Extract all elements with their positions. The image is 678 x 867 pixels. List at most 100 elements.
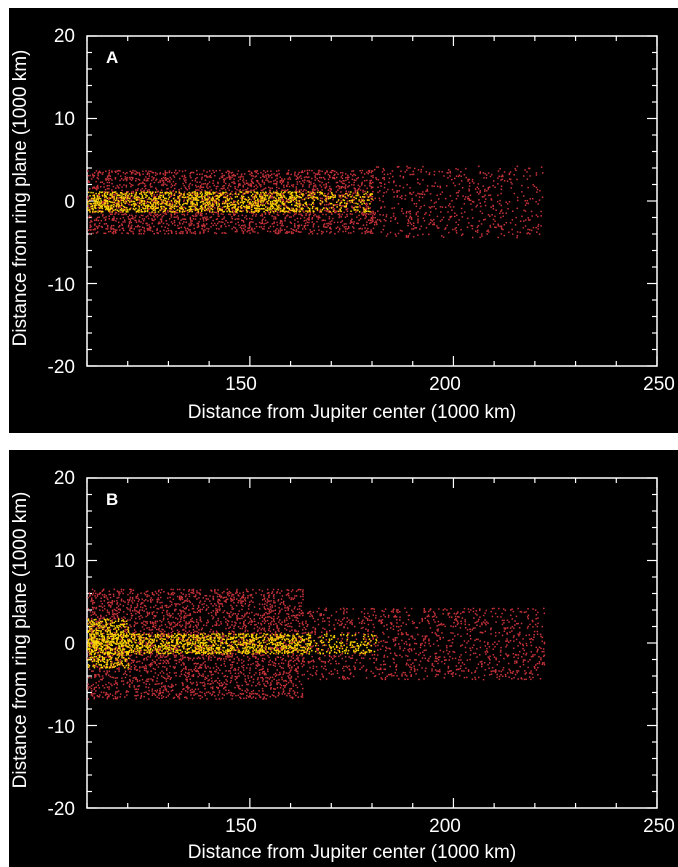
particle-dot xyxy=(192,218,195,220)
particle-dot xyxy=(159,222,161,225)
particle-dot xyxy=(323,207,326,209)
particle-dot xyxy=(119,170,121,172)
particle-dot xyxy=(183,184,185,187)
particle-dot xyxy=(516,196,519,199)
particle-dot xyxy=(246,189,248,191)
particle-dot xyxy=(153,177,155,179)
particle-dot xyxy=(363,202,366,205)
particle-dot xyxy=(134,197,136,200)
particle-dot xyxy=(127,199,129,202)
particle-dot xyxy=(219,189,221,192)
particle-dot xyxy=(283,194,285,197)
particle-dot xyxy=(502,175,504,178)
particle-dot xyxy=(160,218,163,220)
particle-dot xyxy=(183,176,186,178)
particle-dot xyxy=(94,206,96,208)
particle-dot xyxy=(271,215,273,217)
particle-dot xyxy=(116,697,118,700)
particle-dot xyxy=(224,199,227,202)
particle-dot xyxy=(205,218,208,220)
particle-dot xyxy=(270,192,272,195)
particle-dot xyxy=(408,217,411,219)
particle-dot xyxy=(180,187,183,190)
particle-dot xyxy=(174,201,176,203)
particle-dot xyxy=(377,186,379,188)
particle-dot xyxy=(268,199,270,202)
particle-dot xyxy=(492,184,494,187)
particle-dot xyxy=(95,592,97,595)
particle-dot xyxy=(223,210,225,213)
particle-dot xyxy=(126,207,128,209)
particle-dot xyxy=(222,211,224,213)
particle-dot xyxy=(430,199,432,202)
particle-dot xyxy=(119,651,121,653)
particle-dot xyxy=(154,690,156,692)
particle-dot xyxy=(366,203,368,205)
particle-dot xyxy=(156,632,159,634)
particle-dot xyxy=(495,209,497,211)
particle-dot xyxy=(148,177,150,180)
particle-dot xyxy=(159,218,162,220)
particle-dot xyxy=(252,204,254,207)
particle-dot xyxy=(300,196,303,199)
particle-dot xyxy=(343,186,345,189)
particle-dot xyxy=(464,211,466,213)
particle-dot xyxy=(131,217,133,220)
particle-dot xyxy=(273,191,275,193)
particle-dot xyxy=(143,691,146,694)
particle-dot xyxy=(321,201,324,203)
particle-dot xyxy=(143,208,145,210)
particle-dot xyxy=(133,664,136,666)
particle-dot xyxy=(148,613,150,615)
particle-dot xyxy=(109,177,112,180)
particle-dot xyxy=(377,210,379,212)
particle-dot xyxy=(257,207,259,210)
particle-dot xyxy=(233,214,235,216)
particle-dot xyxy=(317,171,320,174)
particle-dot xyxy=(187,193,190,196)
particle-dot xyxy=(436,225,438,227)
particle-dot xyxy=(183,200,185,203)
particle-dot xyxy=(313,193,316,196)
particle-dot xyxy=(149,184,151,186)
particle-dot xyxy=(371,218,374,221)
particle-dot xyxy=(154,211,157,213)
particle-dot xyxy=(174,204,176,206)
particle-dot xyxy=(198,208,200,210)
particle-dot xyxy=(365,208,368,211)
particle-dot xyxy=(174,199,176,201)
particle-dot xyxy=(286,185,288,188)
particle-dot xyxy=(126,178,128,180)
particle-dot xyxy=(275,231,277,233)
particle-dot xyxy=(436,194,438,196)
particle-dot xyxy=(134,194,136,196)
particle-dot xyxy=(306,172,309,174)
particle-dot xyxy=(197,199,200,201)
particle-dot xyxy=(415,205,418,208)
particle-dot xyxy=(333,204,335,207)
particle-dot xyxy=(215,170,217,172)
particle-dot xyxy=(119,194,121,196)
particle-dot xyxy=(162,655,165,657)
particle-dot xyxy=(189,216,192,219)
particle-dot xyxy=(178,191,181,194)
particle-dot xyxy=(92,613,94,615)
particle-dot xyxy=(260,189,263,192)
particle-dot xyxy=(108,209,111,211)
particle-dot xyxy=(150,654,152,656)
particle-dot xyxy=(319,197,322,199)
particle-dot xyxy=(97,620,99,623)
particle-dot xyxy=(122,211,124,213)
particle-dot xyxy=(234,193,236,195)
particle-dot xyxy=(188,208,190,211)
particle-dot xyxy=(94,612,96,615)
particle-dot xyxy=(108,605,110,607)
particle-dot xyxy=(264,213,267,215)
particle-dot xyxy=(118,169,120,172)
particle-dot xyxy=(249,183,251,185)
particle-dot xyxy=(155,604,157,607)
particle-dot xyxy=(396,191,398,193)
particle-dot xyxy=(262,175,264,177)
particle-dot xyxy=(135,215,137,217)
particle-dot xyxy=(147,693,150,695)
